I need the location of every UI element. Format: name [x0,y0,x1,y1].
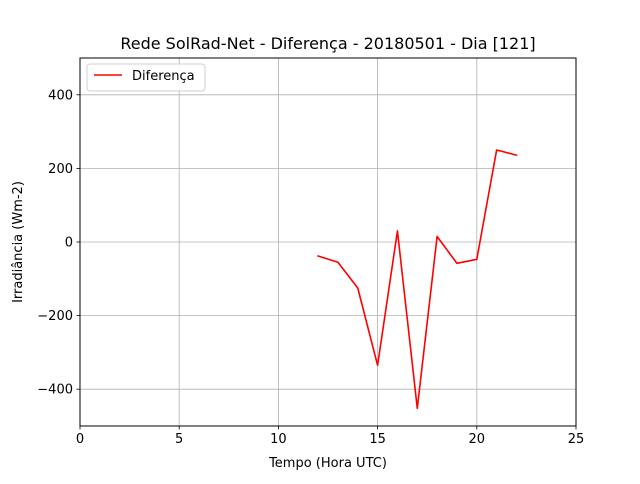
series-layer [317,149,518,410]
x-tick-label: 15 [369,432,386,447]
y-axis-label: Irradiância (Wm-2) [11,181,26,303]
x-tick-label: 5 [175,432,183,447]
x-tick-label: 20 [469,432,486,447]
x-tick-label: 25 [568,432,585,447]
y-tick-label: 0 [65,236,73,251]
x-axis-label: Tempo (Hora UTC) [268,456,387,471]
x-tick-label: 10 [270,432,287,447]
legend-label: Diferença [132,69,195,84]
axis-ticks: 0 5 10 15 20 25 −400 −200 0 200 400 [37,88,584,447]
legend-box [86,63,206,92]
y-tick-label: −200 [37,309,73,324]
y-tick-label: 200 [48,162,73,177]
legend: Diferença [86,63,206,92]
chart-title: Rede SolRad-Net - Diferença - 20180501 -… [120,34,535,53]
y-tick-label: −400 [37,383,73,398]
x-tick-label: 0 [76,432,84,447]
y-tick-label: 400 [48,88,73,103]
series-line-diferenca [317,149,518,410]
